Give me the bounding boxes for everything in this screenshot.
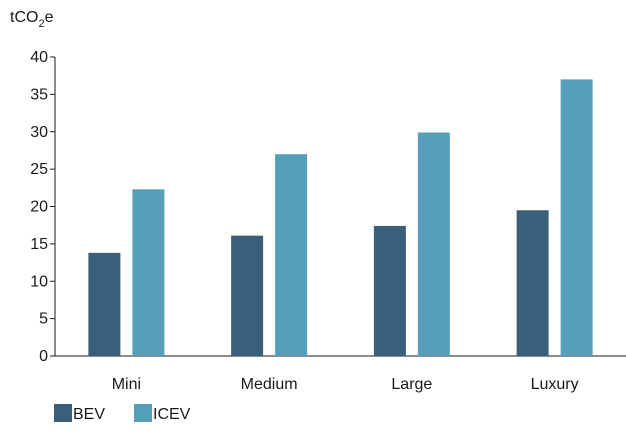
y-tick-label: 30 (30, 124, 48, 141)
bar-icev-luxury (560, 79, 593, 357)
x-tick-label: Mini (112, 376, 141, 393)
bar-bev-medium (231, 235, 264, 356)
bars (88, 79, 593, 357)
legend-swatch-icev (134, 404, 152, 422)
y-tick-label: 25 (30, 161, 48, 178)
bar-icev-medium (275, 154, 308, 356)
y-tick-label: 20 (30, 199, 48, 216)
y-tick-label: 15 (30, 236, 48, 253)
bar-bev-luxury (516, 210, 549, 356)
x-axis: Mini Medium Large Luxury (55, 355, 626, 393)
y-tick-label: 40 (30, 49, 48, 66)
y-tick-label: 5 (39, 311, 48, 328)
bar-icev-mini (132, 189, 165, 356)
x-tick-label: Large (391, 376, 432, 393)
y-axis: 0 5 10 15 20 25 30 35 40 (30, 49, 56, 365)
y-unit-label: tCO2e (10, 9, 54, 30)
bar-icev-large (417, 132, 450, 356)
legend-swatch-bev (54, 404, 72, 422)
y-unit-subscript: 2 (38, 18, 44, 30)
x-tick-label: Medium (241, 376, 298, 393)
y-unit-suffix: e (45, 9, 54, 26)
bar-bev-mini (88, 252, 121, 356)
y-tick-label: 35 (30, 86, 48, 103)
legend-label-bev: BEV (73, 406, 105, 423)
x-tick-label: Luxury (531, 376, 579, 393)
legend: BEV ICEV (54, 404, 191, 423)
y-tick-label: 0 (39, 348, 48, 365)
bar-bev-large (373, 225, 406, 356)
y-unit-prefix: tCO (10, 9, 38, 26)
legend-label-icev: ICEV (153, 406, 191, 423)
y-tick-label: 10 (30, 273, 48, 290)
